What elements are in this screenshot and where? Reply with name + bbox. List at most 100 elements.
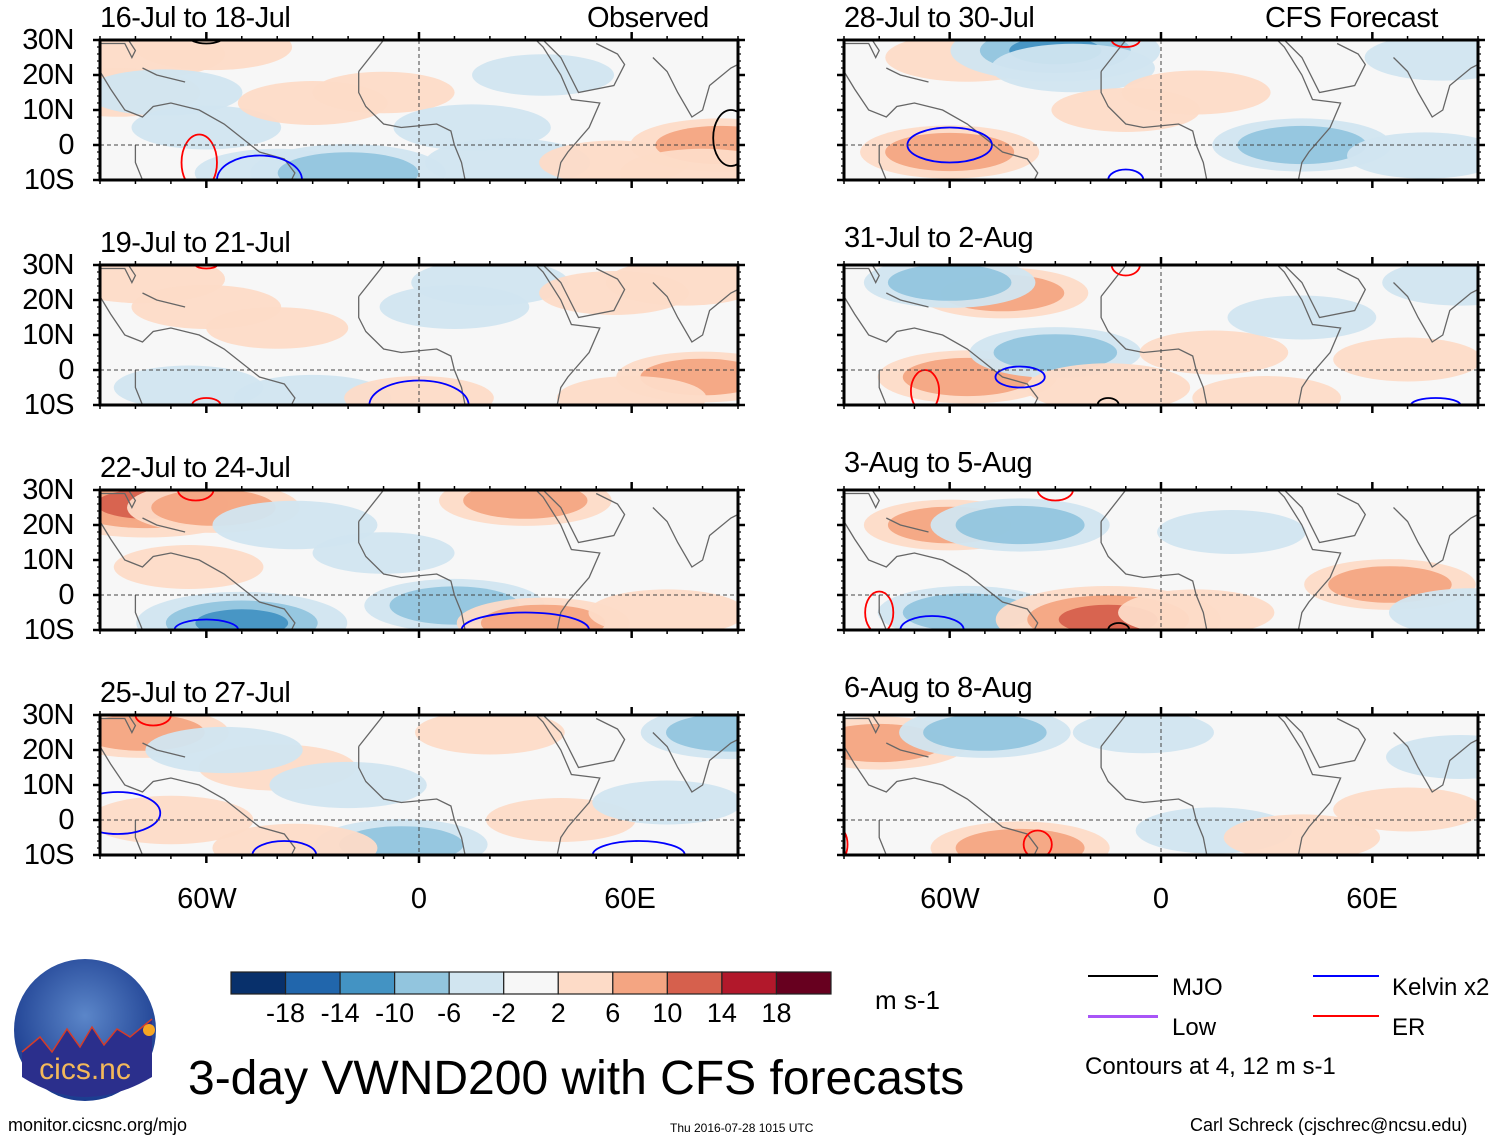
anomaly-shade: [145, 726, 303, 774]
y-tick-label: 10N: [22, 769, 74, 801]
legend-label-low: Low: [1172, 1014, 1217, 1041]
anomaly-shade: [887, 265, 1012, 301]
y-tick-label: 10S: [23, 614, 75, 646]
source-url: monitor.cicsnc.org/mjo: [8, 1115, 188, 1135]
contour-er: [864, 590, 895, 630]
coastline: [1100, 265, 1127, 297]
coastline: [454, 265, 601, 405]
author-credit: Carl Schreck (cjschrec@ncsu.edu): [1190, 1115, 1468, 1135]
panel-title: 31-Jul to 2-Aug: [844, 222, 1034, 254]
contour-kelvin-x2: [1410, 397, 1462, 405]
anomaly-shade: [212, 500, 378, 550]
coastline: [844, 520, 1039, 630]
coastline: [652, 282, 738, 343]
y-tick-label: 0: [58, 129, 74, 161]
contour-er: [1110, 40, 1141, 48]
coastline: [844, 490, 880, 509]
contour-kelvin-x2: [251, 840, 318, 855]
anomaly-shade: [312, 71, 455, 114]
anomaly-shade: [206, 307, 349, 349]
contour-kelvin-x2: [173, 618, 240, 630]
coastline: [134, 820, 144, 855]
y-tick-label: 20N: [22, 284, 74, 316]
anomaly-shade: [606, 265, 738, 306]
y-tick-label: 20N: [22, 509, 74, 541]
coastline: [100, 40, 137, 59]
anomaly-shade: [1072, 715, 1214, 754]
coastline: [1283, 490, 1367, 544]
anomaly-shade: [588, 589, 738, 630]
contour-er: [177, 490, 215, 502]
coastline: [886, 67, 929, 83]
x-tick-label: 0: [1152, 883, 1170, 915]
contour-kelvin-x2: [591, 840, 686, 855]
coastline: [652, 507, 738, 568]
coastline: [454, 715, 601, 855]
coastline: [1283, 265, 1367, 319]
colorbar-tick-label: -2: [491, 998, 516, 1028]
coastline: [100, 715, 137, 734]
coastline: [542, 40, 626, 94]
colorbar-tick-label: -10: [375, 998, 415, 1028]
y-tick-label: 0: [58, 579, 74, 611]
coastline: [886, 517, 929, 533]
y-tick-label: 30N: [22, 249, 74, 281]
contour-kelvin-x2: [994, 365, 1046, 389]
legend-line-er: [1313, 1015, 1379, 1017]
coastline: [1283, 40, 1367, 94]
coastline: [100, 490, 137, 509]
x-tick-label: 60E: [1346, 883, 1398, 915]
map-panel: [93, 707, 745, 863]
anomaly-shade: [666, 715, 738, 752]
contour-mjo: [712, 109, 738, 167]
contour-kelvin-x2: [460, 611, 591, 630]
anomaly-shade: [955, 505, 1085, 545]
colorbar-swatch: [448, 971, 505, 995]
contour-kelvin-x2: [216, 154, 303, 180]
coastline: [134, 370, 144, 405]
coastline: [142, 517, 186, 533]
panel-title: 25-Jul to 27-Jul: [100, 677, 291, 709]
anomaly-shade: [1333, 337, 1478, 382]
y-tick-label: 0: [58, 354, 74, 386]
coastline: [1393, 507, 1478, 568]
coastline: [1196, 490, 1342, 630]
contour-mjo: [189, 40, 224, 45]
coastline: [844, 265, 880, 284]
coastline: [142, 742, 186, 758]
coastline: [1393, 57, 1478, 118]
coastline: [1196, 715, 1342, 855]
coastline: [1196, 40, 1342, 180]
coastline: [878, 370, 887, 405]
coastline: [454, 490, 601, 630]
map-panel: [93, 482, 745, 638]
colorbar-swatch: [775, 971, 832, 995]
panel-title: 16-Jul to 18-Jul: [100, 2, 291, 34]
colorbar-swatch: [394, 971, 450, 995]
anomaly-shade: [1192, 376, 1342, 405]
contour-kelvin-x2: [899, 615, 965, 630]
y-tick-label: 20N: [22, 59, 74, 91]
coastline: [134, 595, 144, 630]
anomaly-shade: [1139, 330, 1289, 375]
anomaly-shade: [993, 334, 1118, 371]
coastline: [1100, 490, 1127, 522]
anomaly-shade: [1364, 40, 1478, 81]
coastline: [1100, 40, 1127, 72]
coastline: [1100, 715, 1127, 747]
coastline: [100, 265, 137, 284]
coastline: [878, 595, 887, 630]
y-tick-label: 30N: [22, 24, 74, 56]
anomaly-shade: [480, 604, 606, 630]
anomaly-shade: [620, 148, 738, 180]
anomaly-shade: [955, 828, 1085, 855]
contour-er: [1110, 265, 1141, 277]
colorbar-tick-label: 6: [605, 998, 621, 1028]
colorbar-tick-label: -18: [266, 998, 306, 1028]
contour-er: [844, 829, 849, 855]
coastline: [844, 745, 1039, 855]
coastline: [1196, 265, 1342, 405]
map-panel: [837, 482, 1485, 638]
anomaly-shade: [312, 532, 455, 574]
y-tick-label: 30N: [22, 699, 74, 731]
